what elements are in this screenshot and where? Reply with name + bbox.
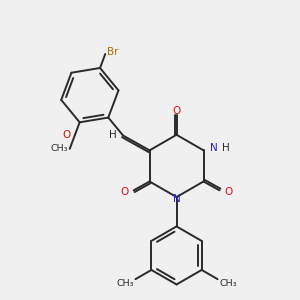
Text: CH₃: CH₃ (219, 279, 237, 288)
Text: H: H (222, 142, 230, 152)
Text: O: O (62, 130, 71, 140)
Text: O: O (224, 187, 232, 197)
Text: N: N (173, 194, 180, 204)
Text: Br: Br (107, 47, 118, 57)
Text: N: N (210, 142, 218, 152)
Text: H: H (109, 130, 117, 140)
Text: O: O (121, 187, 129, 197)
Text: CH₃: CH₃ (116, 279, 134, 288)
Text: CH₃: CH₃ (50, 144, 68, 153)
Text: O: O (172, 106, 181, 116)
